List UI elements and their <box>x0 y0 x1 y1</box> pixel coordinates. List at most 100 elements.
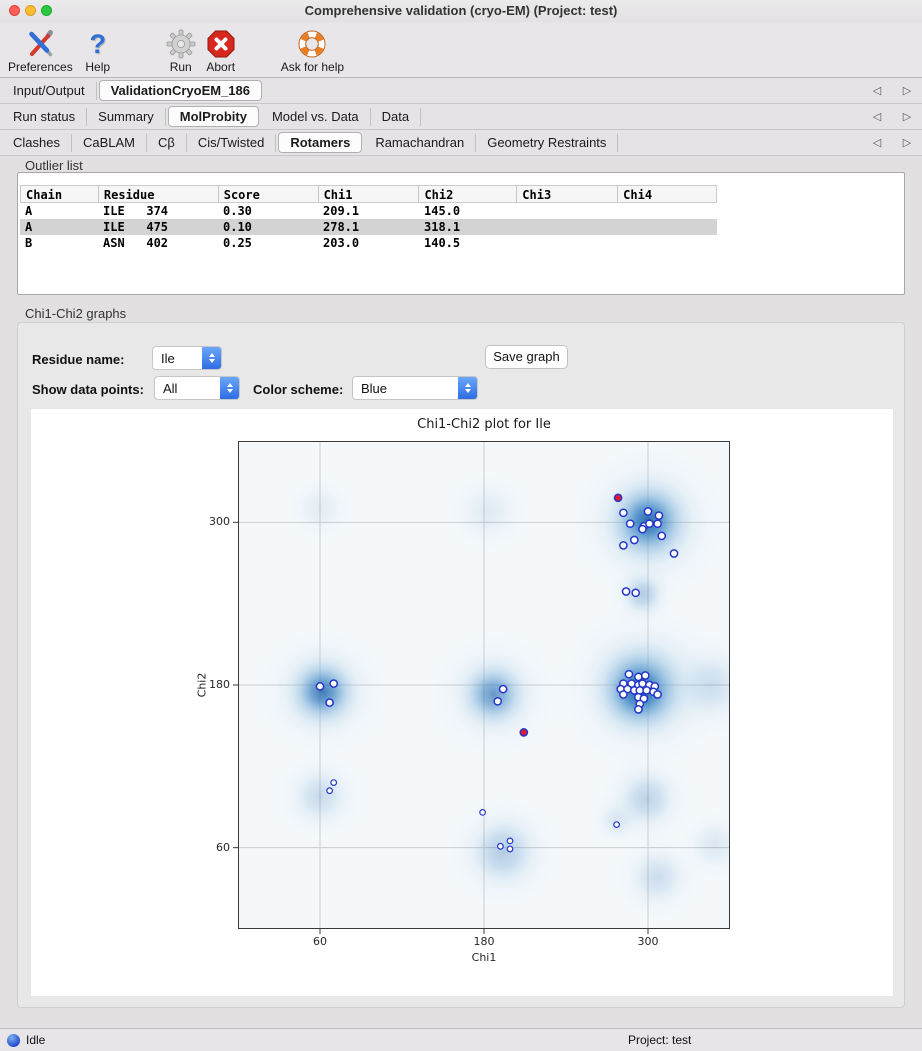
column-header-chi2[interactable]: Chi2 <box>418 186 516 202</box>
x-tick-60: 60 <box>313 935 327 948</box>
data-point <box>631 588 641 598</box>
data-point <box>498 684 508 694</box>
run-button[interactable]: Run <box>166 29 196 77</box>
tab-scroll-left-icon[interactable]: ◁ <box>872 111 882 123</box>
tab-scroll-right-icon[interactable]: ▷ <box>902 85 912 97</box>
tab-cis-twisted[interactable]: Cis/Twisted <box>187 133 277 152</box>
project-label: Project: test <box>628 1033 692 1047</box>
tab-row-validation: Run status Summary MolProbity Model vs. Dat… <box>0 104 922 130</box>
residue-name-label: Residue name: <box>32 352 125 367</box>
color-scheme-value: Blue <box>361 380 388 396</box>
outlier-row-A-ile-374[interactable]: A ILE 374 0.30 209.1 145.0 <box>20 203 717 219</box>
abort-button[interactable]: Abort <box>206 29 236 77</box>
tab-molprobity[interactable]: MolProbity <box>167 106 259 127</box>
data-point <box>654 511 664 520</box>
column-header-residue[interactable]: Residue <box>97 186 218 202</box>
cell-chi1: 203.0 <box>323 236 360 250</box>
column-header-chi3[interactable]: Chi3 <box>516 186 617 202</box>
minimize-button[interactable] <box>25 5 36 16</box>
data-point <box>325 698 334 707</box>
data-point <box>315 682 325 691</box>
graphs-section-label: Chi1-Chi2 graphs <box>25 306 127 321</box>
tab-c-[interactable]: Cβ <box>147 133 187 152</box>
ask-for-help-label: Ask for help <box>280 60 345 74</box>
tab-scroll-left-icon[interactable]: ◁ <box>872 137 882 149</box>
cell-score: 0.25 <box>223 236 252 250</box>
cell-score: 0.30 <box>223 204 252 218</box>
outlier-table-header: Chain Residue Score Chi1 Chi2 Chi3 Chi4 <box>20 185 717 203</box>
data-point <box>645 519 654 529</box>
tab-scroll-right-icon[interactable]: ▷ <box>902 111 912 123</box>
tab-ramachandran[interactable]: Ramachandran <box>364 133 477 152</box>
cell-residue: ASN 402 <box>103 236 169 250</box>
tab-validationcryoem-186[interactable]: ValidationCryoEM_186 <box>98 80 263 101</box>
help-button[interactable]: ? Help <box>83 29 113 77</box>
residue-name-popup[interactable]: Ile <box>152 346 222 370</box>
status-dot-icon <box>7 1034 20 1047</box>
cell-residue: ILE 475 <box>103 220 169 234</box>
cell-chi4 <box>618 203 717 219</box>
color-scheme-popup[interactable]: Blue <box>352 376 478 400</box>
x-tick-180: 180 <box>473 935 495 948</box>
tab-clashes[interactable]: Clashes <box>2 133 72 152</box>
data-point <box>621 587 631 596</box>
x-tick-300: 300 <box>637 935 659 948</box>
cell-chi1: 278.1 <box>323 220 360 234</box>
tab-scroll-right-icon[interactable]: ▷ <box>902 137 912 149</box>
outlier-table: Chain Residue Score Chi1 Chi2 Chi3 Chi4 A ILE 3… <box>20 185 717 251</box>
tab-rotamers[interactable]: Rotamers <box>278 132 363 153</box>
cell-chain: A <box>25 220 33 234</box>
cell-score: 0.10 <box>223 220 252 234</box>
scatter-plot-svg <box>233 441 730 934</box>
preferences-button[interactable]: Preferences <box>8 29 73 77</box>
zoom-button[interactable] <box>41 5 52 16</box>
tab-row-main: Input/Output ValidationCryoEM_186 ◁ ▷ <box>0 78 922 104</box>
x-axis-label: Chi1 <box>471 951 497 964</box>
close-button[interactable] <box>9 5 20 16</box>
graphs-groupbox: Residue name: Ile Save graph Show data p… <box>17 322 905 1008</box>
tab-geometry-restraints[interactable]: Geometry Restraints <box>476 133 619 152</box>
data-point <box>619 508 628 518</box>
show-data-points-popup[interactable]: All <box>154 376 240 400</box>
save-graph-button[interactable]: Save graph <box>485 345 568 369</box>
tab-data[interactable]: Data <box>371 107 422 126</box>
series-sparse-data-points <box>326 779 621 853</box>
status-bar: Idle Project: test <box>0 1028 922 1051</box>
column-header-score[interactable]: Score <box>217 186 318 202</box>
data-point <box>669 549 679 558</box>
tab-run-status[interactable]: Run status <box>2 107 88 126</box>
tab-input-output[interactable]: Input/Output <box>2 81 97 100</box>
data-point <box>653 690 662 699</box>
tab-row-molprobity: Clashes CaBLAM Cβ Cis/Twisted Rotamers Ramach… <box>0 130 922 156</box>
data-point <box>619 541 628 550</box>
tab-model-vs-data[interactable]: Model vs. Data <box>261 107 371 126</box>
data-point <box>506 837 514 845</box>
data-point <box>634 705 643 714</box>
status-text: Idle <box>26 1033 46 1047</box>
data-point <box>506 845 514 853</box>
y-tick-60: 60 <box>216 840 230 854</box>
gear-icon <box>166 29 196 59</box>
cell-chi3 <box>517 203 618 219</box>
tab-scroll-left-icon[interactable]: ◁ <box>872 85 882 97</box>
outlier-row-A-ile-475[interactable]: A ILE 475 0.10 278.1 318.1 <box>20 219 717 235</box>
tab-cablam[interactable]: CaBLAM <box>72 133 147 152</box>
data-point <box>497 842 504 850</box>
popup-stepper-icon <box>220 377 239 399</box>
outlier-row-B-asn-402[interactable]: B ASN 402 0.25 203.0 140.5 <box>20 235 717 251</box>
run-label: Run <box>169 60 192 74</box>
abort-label: Abort <box>206 60 236 74</box>
plot-axes <box>233 441 730 934</box>
cell-chi3 <box>517 219 618 235</box>
ask-for-help-button[interactable]: Ask for help <box>281 29 344 77</box>
data-point <box>624 669 634 679</box>
help-label: Help <box>85 60 111 74</box>
data-point <box>619 690 628 699</box>
data-point <box>643 507 653 516</box>
column-header-chain[interactable]: Chain <box>20 186 98 202</box>
data-point <box>653 519 662 529</box>
column-header-chi4[interactable]: Chi4 <box>617 186 716 202</box>
column-header-chi1[interactable]: Chi1 <box>317 186 419 202</box>
tab-summary[interactable]: Summary <box>87 107 166 126</box>
